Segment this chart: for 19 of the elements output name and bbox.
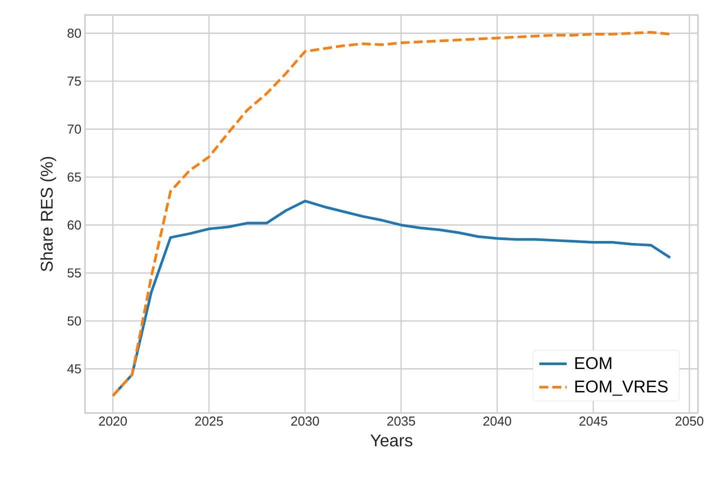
x-tick-label: 2050 [676, 416, 704, 426]
x-tick-label: 2035 [387, 416, 416, 426]
x-tick-label: 2045 [579, 416, 608, 426]
x-tick-label: 2025 [195, 416, 223, 426]
y-tick-label: 75 [68, 76, 81, 86]
y-tick-label: 65 [68, 172, 81, 182]
x-axis-title: Years [370, 434, 412, 446]
y-tick-label: 45 [67, 364, 81, 374]
y-tick-label: 55 [68, 268, 81, 278]
y-tick-label: 80 [68, 28, 81, 38]
x-tick-label: 2040 [483, 416, 512, 426]
x-tick-label: 2020 [99, 416, 127, 426]
y-tick-label: 60 [68, 220, 81, 230]
y-tick-label: 50 [68, 316, 81, 326]
y-tick-label: 70 [68, 124, 81, 134]
legend-label: EOM [575, 357, 612, 370]
legend-label: EOM_VRES [575, 380, 668, 396]
y-axis-title: Share RES (%) [40, 156, 56, 272]
x-tick-label: 2030 [291, 416, 319, 426]
